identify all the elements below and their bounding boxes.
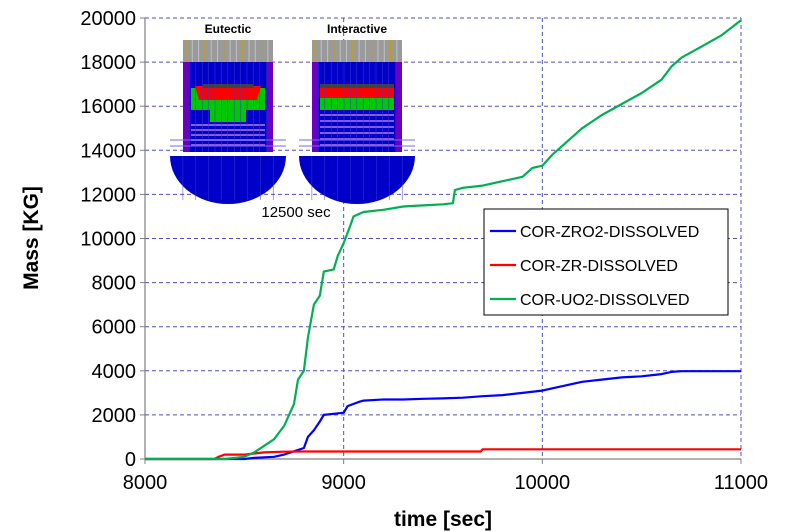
legend-box — [483, 208, 729, 316]
inset-annotation: 12500 sec — [261, 204, 331, 221]
side-column — [267, 62, 273, 152]
side-column — [312, 62, 318, 152]
y-tick-label: 0 — [125, 449, 136, 471]
plenum-gap — [170, 152, 286, 156]
series-line-cor-uo2-dissolved — [145, 19, 742, 461]
inset-title: Eutectic — [205, 22, 252, 36]
vessel-diagram: Eutectic — [170, 22, 286, 204]
x-tick-label: 9000 — [321, 472, 366, 494]
series — [145, 19, 742, 461]
legend-label: COR-ZRO2-DISSOLVED — [520, 224, 699, 241]
x-tick-label: 11000 — [714, 472, 768, 494]
y-tick-label: 4000 — [92, 361, 137, 383]
x-axis-title: time [sec] — [394, 508, 492, 531]
plenum-gap — [299, 152, 415, 156]
side-column — [396, 62, 402, 152]
y-tick-label: 8000 — [92, 273, 137, 295]
y-axis-title: Mass [KG] — [20, 186, 43, 290]
side-column — [183, 62, 189, 152]
y-tick-label: 6000 — [92, 317, 137, 339]
y-tick-label: 16000 — [80, 96, 136, 118]
upper-structure — [312, 40, 402, 62]
x-tick-label: 8000 — [123, 472, 168, 494]
x-tick-label: 10000 — [515, 472, 571, 494]
series-line-cor-zro2-dissolved — [145, 370, 741, 461]
y-tick-label: 20000 — [80, 8, 136, 30]
y-tick-label: 12000 — [80, 184, 136, 206]
upper-structure — [183, 40, 273, 62]
y-tick-label: 18000 — [80, 52, 136, 74]
y-tick-label: 14000 — [80, 140, 136, 162]
y-tick-label: 2000 — [92, 405, 137, 427]
legend-label: COR-ZR-DISSOLVED — [520, 258, 678, 275]
inset-title: Interactive — [327, 22, 387, 36]
inset-diagrams: Eutectic Interactive 12500 sec — [170, 22, 415, 221]
y-tick-label: 10000 — [80, 229, 136, 251]
lower-head — [299, 156, 415, 204]
legend-label: COR-UO2-DISSOLVED — [520, 292, 690, 309]
vessel-diagram: Interactive — [299, 22, 415, 204]
series-line-cor-zr-dissolved — [145, 448, 741, 461]
legend: COR-ZRO2-DISSOLVED COR-ZR-DISSOLVED COR-UO… — [483, 208, 729, 316]
lower-head — [170, 156, 286, 204]
axes: 0 2000 4000 6000 8000 10000 12000 14000 16000 180… — [80, 8, 768, 494]
